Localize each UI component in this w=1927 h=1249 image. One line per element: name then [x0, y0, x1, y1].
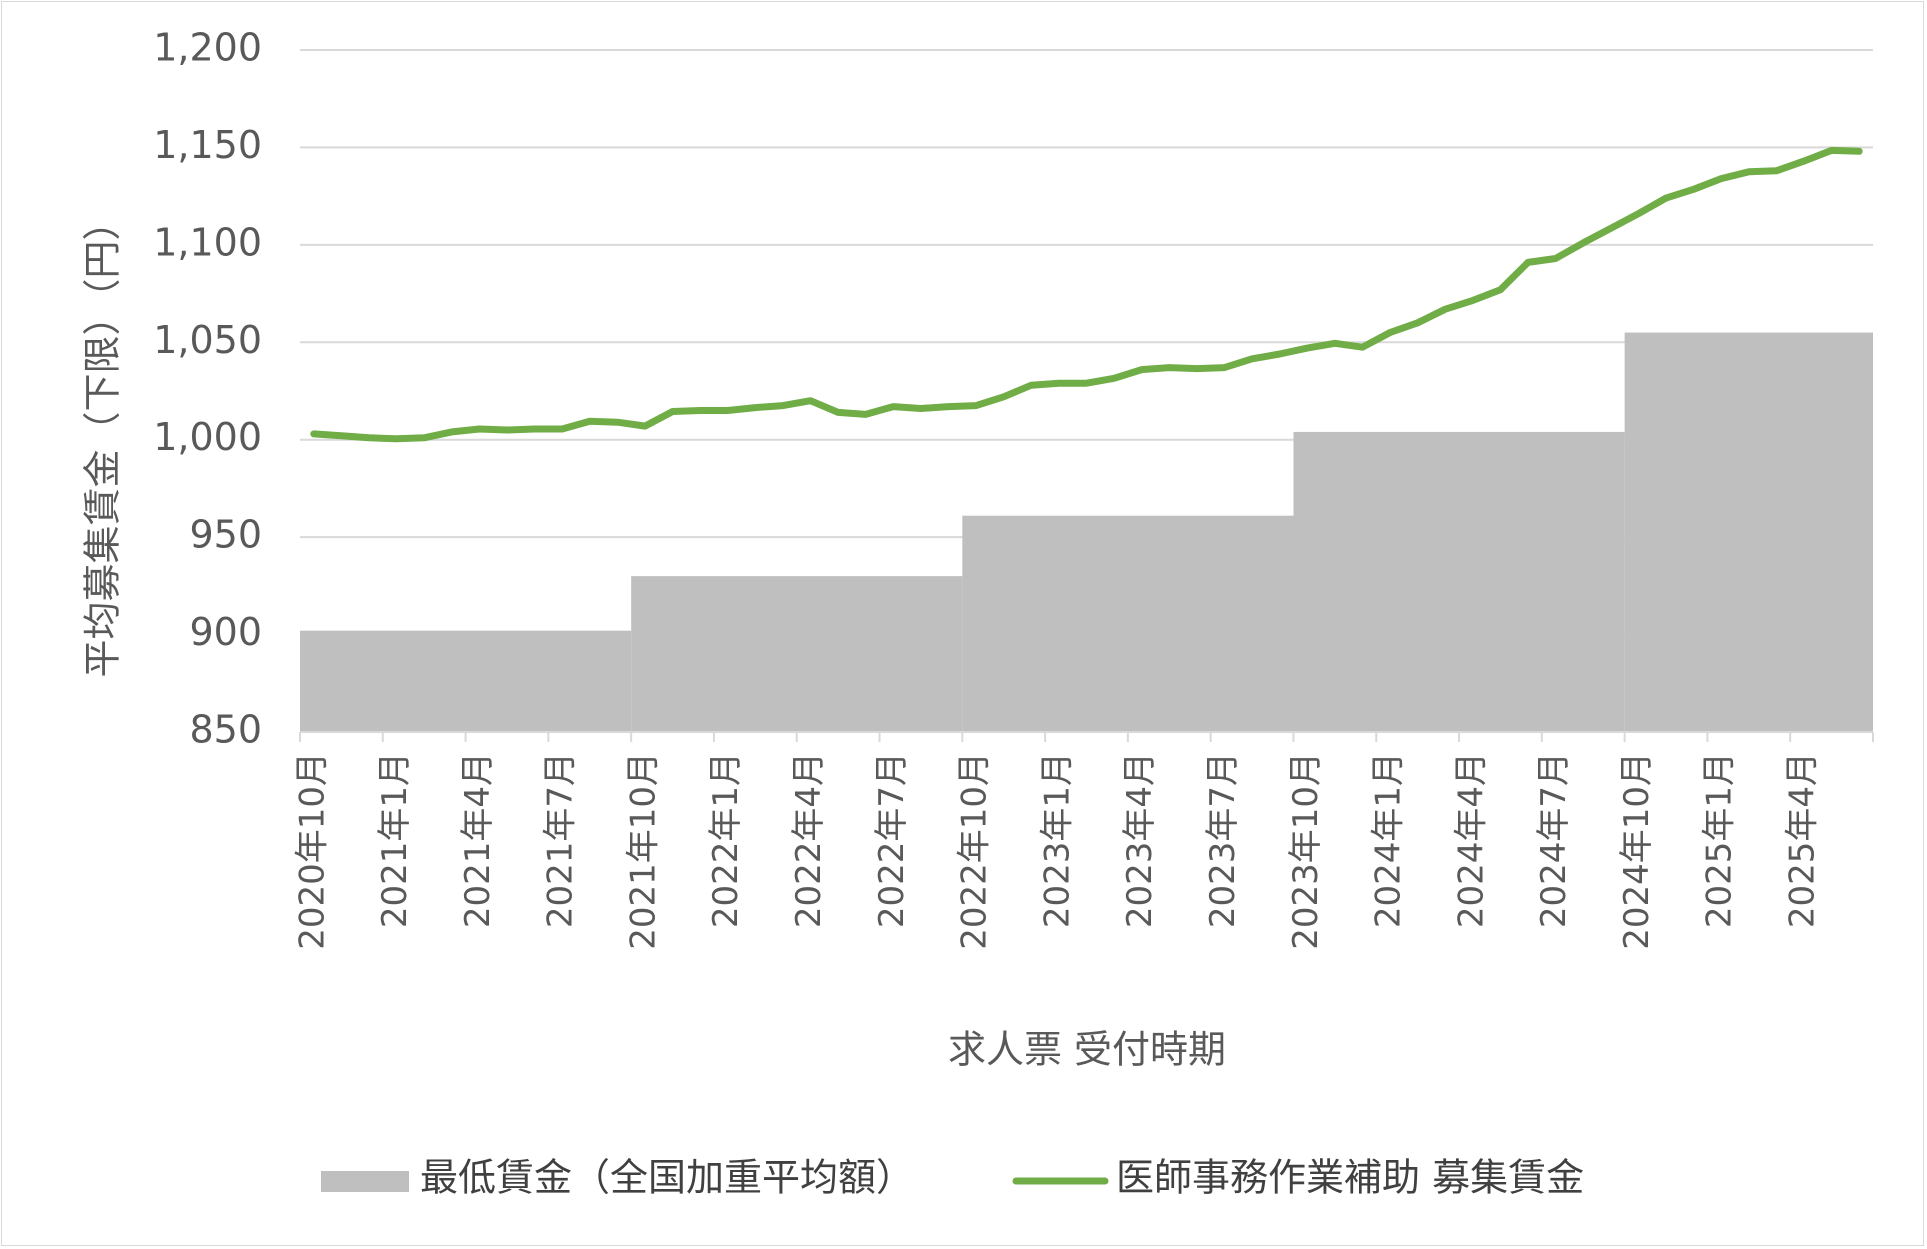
x-tick-label: 2024年7月	[1534, 752, 1574, 928]
minimum-wage-step	[631, 576, 963, 732]
x-tick-label: 2021年1月	[375, 752, 415, 928]
x-tick-label: 2021年10月	[624, 752, 664, 950]
x-tick-label: 2023年4月	[1120, 752, 1160, 928]
legend-label-recruitment-wage: 医師事務作業補助 募集賃金	[1116, 1156, 1584, 1200]
x-tick-label: 2023年10月	[1286, 752, 1326, 950]
x-tick-label: 2024年10月	[1617, 752, 1657, 950]
x-tick-label: 2022年7月	[872, 752, 912, 928]
minimum-wage-step	[300, 630, 632, 732]
minimum-wage-step	[1624, 332, 1873, 732]
minimum-wage-step	[1293, 431, 1625, 732]
y-axis-title: 平均募集賃金（下限）（円）	[81, 202, 125, 677]
recruitment-wage-line-layer	[310, 146, 1863, 443]
x-tick-label: 2020年10月	[292, 752, 332, 950]
legend-label-minimum-wage: 最低賃金（全国加重平均額）	[420, 1156, 914, 1200]
minimum-wage-area-layer	[300, 332, 1873, 732]
x-tick-label: 2023年1月	[1037, 752, 1077, 928]
x-tick-label: 2025年1月	[1700, 752, 1740, 928]
y-tick-label: 1,200	[153, 26, 262, 70]
y-tick-label: 950	[189, 513, 262, 557]
x-tick-label: 2023年7月	[1203, 752, 1243, 928]
y-tick-label: 1,050	[153, 318, 262, 362]
y-tick-label: 1,100	[153, 220, 262, 264]
y-axis-tick-labels: 850 900 950 1,000 1,050 1,100 1,150 1,200	[153, 26, 262, 752]
y-tick-label: 1,150	[153, 123, 262, 167]
x-tick-label: 2022年10月	[955, 752, 995, 950]
x-tick-label: 2021年4月	[458, 752, 498, 928]
x-tick-label: 2022年4月	[789, 752, 829, 928]
minimum-wage-step	[962, 515, 1294, 732]
x-tick-label: 2025年4月	[1783, 752, 1823, 928]
recruitment-wage-line	[310, 146, 1863, 443]
y-tick-label: 850	[189, 708, 262, 752]
x-axis-title: 求人票 受付時期	[948, 1028, 1226, 1072]
x-axis-layer	[299, 731, 1874, 742]
y-tick-label: 1,000	[153, 415, 262, 459]
y-tick-label: 900	[189, 610, 262, 654]
x-tick-label: 2024年4月	[1451, 752, 1491, 928]
x-tick-label: 2021年7月	[541, 752, 581, 928]
legend: 最低賃金（全国加重平均額） 医師事務作業補助 募集賃金	[321, 1156, 1584, 1200]
x-tick-label: 2024年1月	[1369, 752, 1409, 928]
x-axis-tick-labels: 2020年10月 2021年1月 2021年4月 2021年7月 2021年10月 202…	[292, 752, 1822, 950]
legend-swatch-minimum-wage	[321, 1171, 409, 1192]
x-tick-label: 2022年1月	[706, 752, 746, 928]
